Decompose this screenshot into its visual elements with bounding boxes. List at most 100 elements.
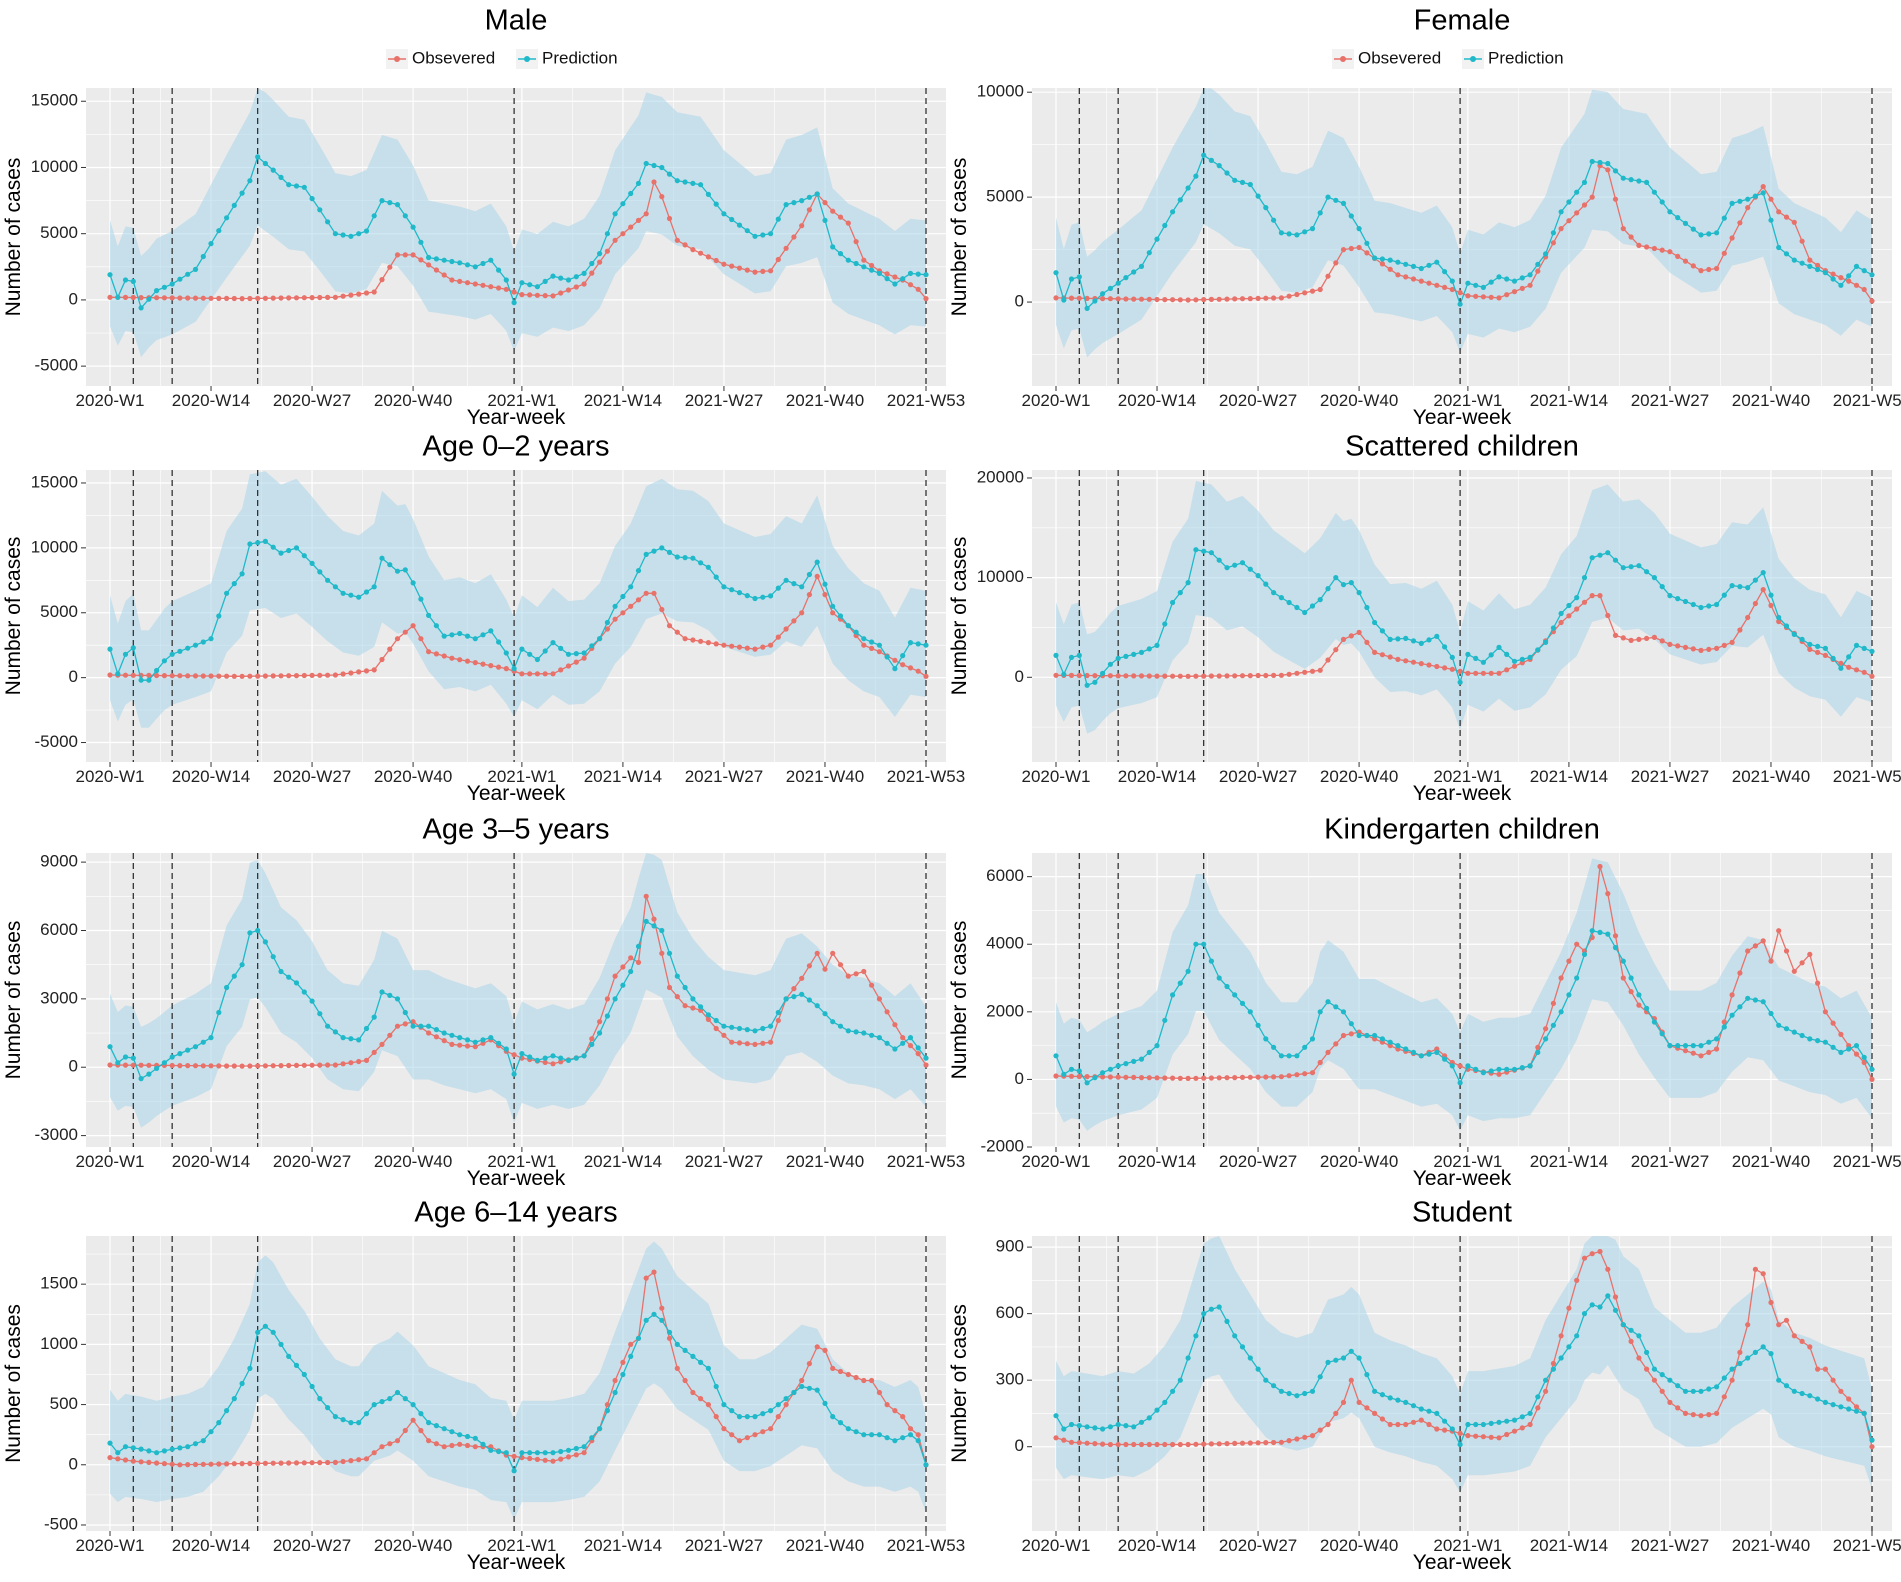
observed-point	[371, 1049, 377, 1055]
prediction-point	[682, 1347, 688, 1353]
prediction-point	[1317, 597, 1323, 603]
prediction-point	[387, 1396, 393, 1402]
observed-point	[1162, 1075, 1168, 1081]
prediction-point	[1760, 190, 1766, 196]
observed-point	[107, 294, 113, 300]
legend-marker	[1470, 56, 1476, 62]
panel-6: Kindergarten children-20000200040006000N…	[948, 814, 1901, 1190]
prediction-point	[278, 174, 284, 180]
observed-point	[1084, 1074, 1090, 1080]
prediction-point	[1418, 640, 1424, 647]
observed-point	[286, 673, 292, 679]
observed-point	[527, 292, 533, 298]
observed-point	[550, 1061, 556, 1067]
prediction-point	[1232, 177, 1238, 183]
prediction-point	[1333, 575, 1339, 581]
legend-label: Obsevered	[412, 48, 495, 67]
prediction-point	[876, 642, 883, 648]
prediction-point	[1822, 1399, 1828, 1405]
prediction-point	[1496, 644, 1502, 651]
prediction-point	[418, 596, 424, 602]
x-axis-title: Year-week	[1413, 406, 1512, 429]
observed-point	[332, 1062, 338, 1068]
prediction-point	[892, 666, 898, 672]
observed-point	[674, 1365, 680, 1371]
observed-point	[115, 1456, 121, 1462]
prediction-point	[744, 228, 750, 234]
prediction-point	[604, 1013, 611, 1019]
observed-point	[1682, 258, 1689, 264]
prediction-point	[192, 642, 199, 648]
observed-point	[332, 294, 338, 300]
panel-title: Age 3–5 years	[422, 814, 609, 846]
observed-point	[441, 1038, 447, 1044]
prediction-point	[1783, 623, 1790, 629]
prediction-point	[1216, 975, 1222, 981]
observed-point	[1838, 275, 1844, 281]
observed-point	[1768, 958, 1774, 964]
observed-point	[293, 1460, 300, 1466]
prediction-point	[542, 278, 548, 284]
x-tick-label: 2021-W1	[1433, 1536, 1502, 1555]
observed-point	[628, 955, 634, 961]
y-tick-label: -2000	[981, 1136, 1024, 1155]
observed-point	[410, 1417, 416, 1423]
prediction-point	[900, 276, 906, 282]
prediction-point	[1263, 1036, 1269, 1042]
prediction-point	[1861, 268, 1867, 274]
prediction-point	[1340, 582, 1347, 588]
prediction-point	[519, 1450, 525, 1456]
observed-series	[107, 573, 929, 679]
observed-point	[1379, 1416, 1385, 1422]
observed-point	[628, 603, 634, 609]
observed-point	[1815, 1366, 1821, 1372]
observed-point	[511, 1052, 517, 1058]
prediction-point	[1170, 599, 1176, 606]
prediction-point	[1286, 1390, 1292, 1397]
prediction-point	[1574, 1333, 1580, 1339]
observed-point	[729, 1432, 735, 1438]
prediction-point	[628, 968, 634, 975]
observed-point	[1651, 634, 1657, 641]
observed-point	[1068, 672, 1075, 679]
observed-point	[340, 1458, 346, 1465]
prediction-point	[604, 231, 611, 237]
observed-point	[1208, 1075, 1214, 1081]
prediction-point	[270, 167, 276, 173]
y-tick-label: 1500	[40, 1274, 78, 1293]
x-tick-label: 2021-W14	[1530, 391, 1608, 410]
prediction-point	[768, 231, 774, 237]
prediction-point	[1675, 215, 1681, 221]
prediction-point	[1131, 269, 1137, 275]
observed-point	[651, 590, 657, 596]
prediction-point	[1255, 573, 1261, 579]
panel-title: Age 0–2 years	[422, 431, 609, 463]
prediction-point	[356, 1420, 362, 1426]
observed-point	[301, 672, 307, 679]
prediction-point	[1558, 610, 1564, 617]
y-tick-label: -3000	[35, 1125, 78, 1144]
observed-point	[628, 1341, 634, 1347]
prediction-point	[239, 1380, 245, 1387]
observed-point	[1853, 667, 1860, 673]
observed-point	[597, 1019, 603, 1025]
prediction-point	[1131, 651, 1137, 658]
prediction-point	[1822, 270, 1828, 276]
prediction-point	[1364, 604, 1370, 611]
prediction-point	[1154, 1043, 1160, 1049]
prediction-point	[472, 1039, 478, 1045]
y-tick-label: 0	[69, 667, 78, 686]
prediction-point	[1278, 1388, 1284, 1394]
prediction-point	[923, 1055, 929, 1061]
prediction-point	[907, 270, 914, 276]
prediction-point	[426, 1420, 432, 1426]
prediction-point	[1123, 1423, 1129, 1429]
observed-point	[270, 295, 276, 301]
observed-point	[1317, 1427, 1323, 1433]
prediction-point	[1115, 280, 1121, 286]
observed-point	[830, 208, 836, 214]
prediction-point	[1752, 193, 1758, 199]
prediction-point	[1853, 263, 1860, 269]
prediction-point	[208, 1035, 214, 1041]
